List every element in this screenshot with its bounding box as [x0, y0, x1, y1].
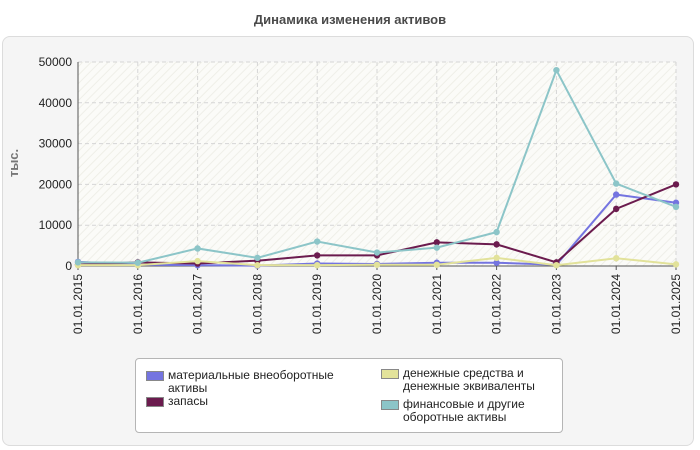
data-point — [672, 261, 680, 268]
y-tick-label: 10000 — [39, 218, 73, 232]
series-layer — [74, 66, 680, 269]
data-point — [254, 261, 261, 269]
y-tick-label: 20000 — [39, 177, 73, 191]
data-point — [553, 261, 560, 269]
data-point — [613, 180, 620, 187]
data-point — [74, 259, 82, 266]
y-tick-label: 0 — [65, 259, 72, 273]
data-point — [672, 203, 680, 211]
data-point — [613, 255, 620, 262]
data-point — [194, 257, 201, 265]
legend-swatch — [381, 400, 399, 410]
legend-item: материальные внеоборотные активы — [146, 369, 343, 395]
data-point — [493, 254, 500, 262]
data-point — [433, 244, 440, 251]
x-tick-label: 01.01.2018 — [250, 274, 264, 334]
grid — [78, 61, 677, 266]
legend-label: материальные внеоборотные активы — [168, 368, 334, 395]
x-tick-label: 01.01.2025 — [669, 274, 683, 334]
y-axis-label: тыс. — [6, 149, 21, 177]
data-point — [314, 252, 321, 259]
data-point — [314, 261, 321, 269]
y-tick-label: 30000 — [39, 137, 73, 151]
legend-item: денежные средства и денежные эквиваленты — [381, 367, 568, 393]
legend-item: запасы — [146, 395, 343, 408]
x-tick-label: 01.01.2015 — [71, 274, 85, 334]
x-tick-label: 01.01.2024 — [609, 274, 623, 334]
x-tick-label: 01.01.2019 — [310, 274, 324, 334]
data-point — [493, 241, 500, 248]
x-tick-label: 01.01.2017 — [191, 274, 205, 334]
legend-swatch — [146, 371, 164, 381]
x-tick-label: 01.01.2022 — [490, 274, 504, 334]
data-point — [314, 238, 321, 245]
data-point — [373, 249, 381, 256]
legend-label: финансовые и другие оборотные активы — [403, 397, 525, 424]
data-point — [194, 245, 201, 252]
data-point — [433, 261, 440, 268]
legend: материальные внеоборотные активы запасы … — [135, 358, 563, 433]
x-tick-label: 01.01.2016 — [131, 274, 145, 334]
data-point — [613, 191, 620, 198]
data-point — [373, 261, 381, 268]
x-tick-label: 01.01.2023 — [549, 274, 563, 334]
data-point — [553, 66, 560, 74]
data-point — [672, 181, 680, 188]
legend-label: денежные средства и денежные эквиваленты — [403, 366, 535, 393]
y-tick-label: 40000 — [39, 96, 73, 110]
legend-swatch — [381, 369, 399, 379]
legend-swatch — [146, 397, 164, 407]
data-point — [433, 239, 440, 246]
data-point — [134, 259, 141, 266]
legend-item: финансовые и другие оборотные активы — [381, 398, 568, 424]
data-point — [254, 254, 261, 262]
axes: 0 10000 20000 30000 40000 50000 01.01.2015 01.0… — [39, 55, 683, 334]
chart-title: Динамика изменения активов — [253, 12, 447, 27]
data-point — [493, 228, 500, 236]
x-tick-label: 01.01.2021 — [430, 274, 444, 334]
x-tick-label: 01.01.2020 — [370, 274, 384, 334]
y-tick-label: 50000 — [39, 55, 73, 69]
legend-label: запасы — [168, 394, 208, 408]
data-point — [613, 205, 620, 213]
data-point — [493, 259, 500, 266]
